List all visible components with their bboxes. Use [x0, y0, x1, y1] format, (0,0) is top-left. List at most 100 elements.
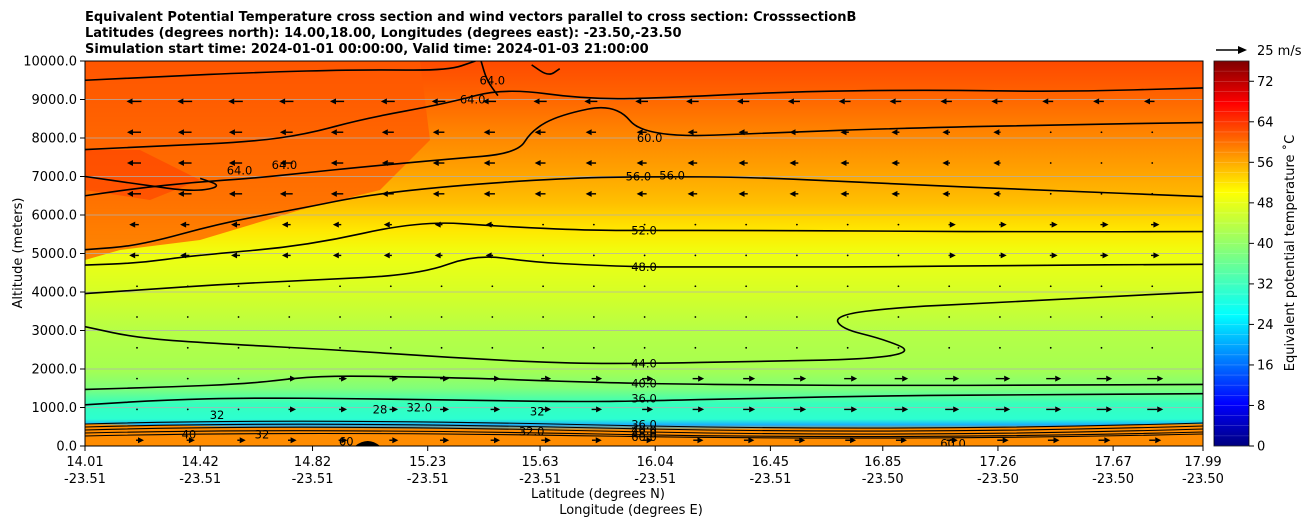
- colorbar-tick-label: 72: [1257, 75, 1274, 90]
- colorbar-ticks: 0 8 16 24 32 40 48 56 64 72: [1214, 60, 1274, 455]
- wind-vector-head: [279, 190, 286, 197]
- wind-vector-dot: [1049, 346, 1052, 349]
- wind-vector-dot: [339, 316, 341, 318]
- wind-vector-head: [787, 98, 794, 105]
- wind-vector-head: [942, 129, 949, 136]
- wind-vector: [897, 254, 900, 257]
- wind-vector: [997, 437, 1009, 444]
- wind-vector: [585, 190, 597, 197]
- wind-vector: [389, 437, 399, 444]
- wind-vector-head: [432, 160, 439, 167]
- wind-vector-head: [799, 437, 806, 444]
- x-tick-label-lon: -23.50: [862, 472, 904, 487]
- wind-vector: [1042, 98, 1054, 105]
- wind-vector-head: [953, 375, 960, 382]
- wind-vector-head: [748, 437, 755, 444]
- x-tick-label-lon: -23.51: [407, 472, 449, 487]
- wind-vector: [736, 98, 750, 105]
- wind-vector: [231, 221, 241, 228]
- wind-vector-dot: [1151, 316, 1154, 318]
- wind-vector: [995, 406, 1011, 413]
- x-tick-label-lon: -23.51: [64, 472, 106, 487]
- wind-vector: [1096, 406, 1113, 413]
- wind-vector: [228, 98, 243, 105]
- wind-vector: [288, 406, 297, 413]
- wind-vector: [288, 316, 291, 318]
- contour-label: 32: [210, 408, 225, 422]
- wind-vector-head: [902, 406, 909, 413]
- x-tick-label-lat: 17.67: [1095, 455, 1132, 470]
- wind-vector-head: [431, 98, 438, 105]
- wind-vector: [339, 316, 341, 318]
- wind-vector-head: [330, 129, 337, 136]
- surface-hot-bump: [355, 441, 380, 446]
- wind-vector-head: [1000, 252, 1007, 259]
- wind-vector: [381, 129, 394, 136]
- wind-vector: [991, 98, 1003, 105]
- colorbar-tick-label: 48: [1257, 196, 1274, 211]
- wind-vector-head: [1053, 437, 1060, 444]
- wind-vector-head: [129, 252, 136, 259]
- x-tick-label-lat: 14.82: [294, 455, 331, 470]
- y-tick-label: 2000.0: [32, 363, 78, 378]
- wind-vector: [136, 316, 138, 318]
- wind-vector: [228, 190, 243, 197]
- wind-vector-dot: [846, 285, 849, 288]
- wind-vector: [288, 285, 291, 288]
- wind-vector-head: [279, 98, 286, 105]
- wind-vector: [440, 346, 443, 349]
- wind-vector: [686, 98, 699, 105]
- wind-vector: [177, 190, 192, 197]
- wind-vector: [993, 129, 1001, 136]
- wind-vector-head: [281, 221, 288, 228]
- wind-vector: [490, 437, 501, 444]
- wind-vector: [136, 346, 138, 349]
- wind-vector: [186, 408, 189, 411]
- wind-vector: [591, 437, 602, 444]
- wind-vector-head: [647, 375, 654, 382]
- wind-vector: [999, 346, 1001, 349]
- x-tick-label-lat: 14.42: [182, 455, 219, 470]
- wind-vector: [995, 375, 1011, 382]
- wind-vector: [942, 190, 950, 197]
- wind-vector: [636, 160, 647, 167]
- wind-vector: [591, 406, 603, 413]
- wind-vector-head: [127, 190, 133, 197]
- wind-vector: [542, 316, 544, 318]
- wind-vector: [692, 406, 705, 413]
- x-tick-label-lat: 17.26: [979, 455, 1016, 470]
- wind-vector-head: [851, 375, 858, 382]
- wind-vector: [636, 190, 647, 197]
- wind-vector-head: [188, 437, 195, 444]
- wind-vector-dot: [1100, 346, 1103, 349]
- wind-vector-head: [584, 98, 591, 105]
- wind-vector: [389, 285, 392, 288]
- chart-title-line-3: Simulation start time: 2024-01-01 00:00:…: [85, 42, 649, 57]
- wind-vector: [237, 408, 240, 411]
- wind-vector-head: [177, 160, 184, 167]
- wind-vector: [738, 160, 748, 167]
- wind-vector-head: [698, 375, 705, 382]
- y-axis-label: Altitude (meters): [11, 198, 26, 309]
- wind-vector-head: [789, 160, 796, 167]
- wind-vector: [796, 285, 798, 288]
- wind-vector-dot: [897, 223, 900, 226]
- wind-vector-dot: [440, 316, 443, 318]
- wind-vector-head: [494, 406, 501, 413]
- wind-vector: [491, 285, 494, 288]
- wind-vector: [534, 160, 546, 167]
- wind-vector: [694, 223, 697, 226]
- wind-vector: [1046, 406, 1062, 413]
- wind-vector-dot: [1151, 346, 1154, 349]
- wind-vector-dot: [999, 346, 1001, 349]
- wind-vector: [846, 316, 849, 318]
- wind-vector: [897, 316, 900, 318]
- wind-vector: [339, 375, 348, 382]
- wind-vector-dot: [897, 346, 900, 349]
- wind-vector-head: [279, 129, 286, 136]
- wind-vector: [694, 254, 697, 257]
- wind-vector-head: [1157, 406, 1164, 413]
- wind-vector: [999, 252, 1007, 259]
- wind-vector-head: [953, 406, 960, 413]
- quiver-key: 25 m/s: [1216, 44, 1302, 59]
